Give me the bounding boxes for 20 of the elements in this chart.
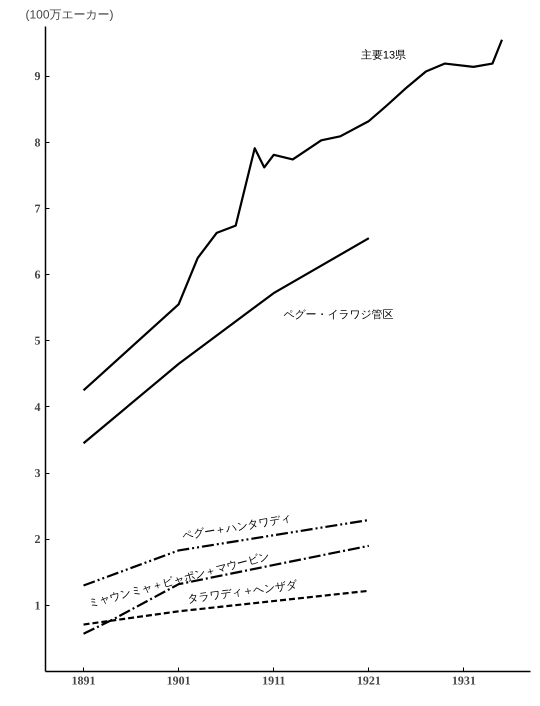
x-tick-label: 1901 (166, 674, 191, 688)
series-label: ペグー・イラワジ管区 (284, 309, 394, 322)
y-tick-label: 8 (34, 135, 40, 150)
text: ペグー＋ハンタワディ (182, 512, 292, 542)
line-series (82, 544, 370, 635)
x-tick-label: 1921 (356, 674, 381, 688)
y-tick-label: 7 (34, 201, 40, 216)
x-tick-label: 1891 (72, 674, 96, 688)
y-tick-label: 9 (34, 69, 40, 84)
series-label: 主要13県 (360, 48, 406, 62)
line-series (82, 38, 504, 392)
y-tick-label: 5 (34, 334, 40, 348)
x-tick-label: 1911 (262, 674, 286, 688)
y-tick-label: 4 (34, 400, 40, 414)
y-tick-label: 6 (34, 268, 40, 282)
x-tick-label: 1931 (452, 674, 476, 688)
y-axis-title: (100万エーカー) (26, 8, 114, 22)
y-tick-label: 2 (34, 532, 40, 546)
y-tick-label: 3 (34, 466, 40, 480)
y-tick-label: 1 (34, 598, 40, 612)
